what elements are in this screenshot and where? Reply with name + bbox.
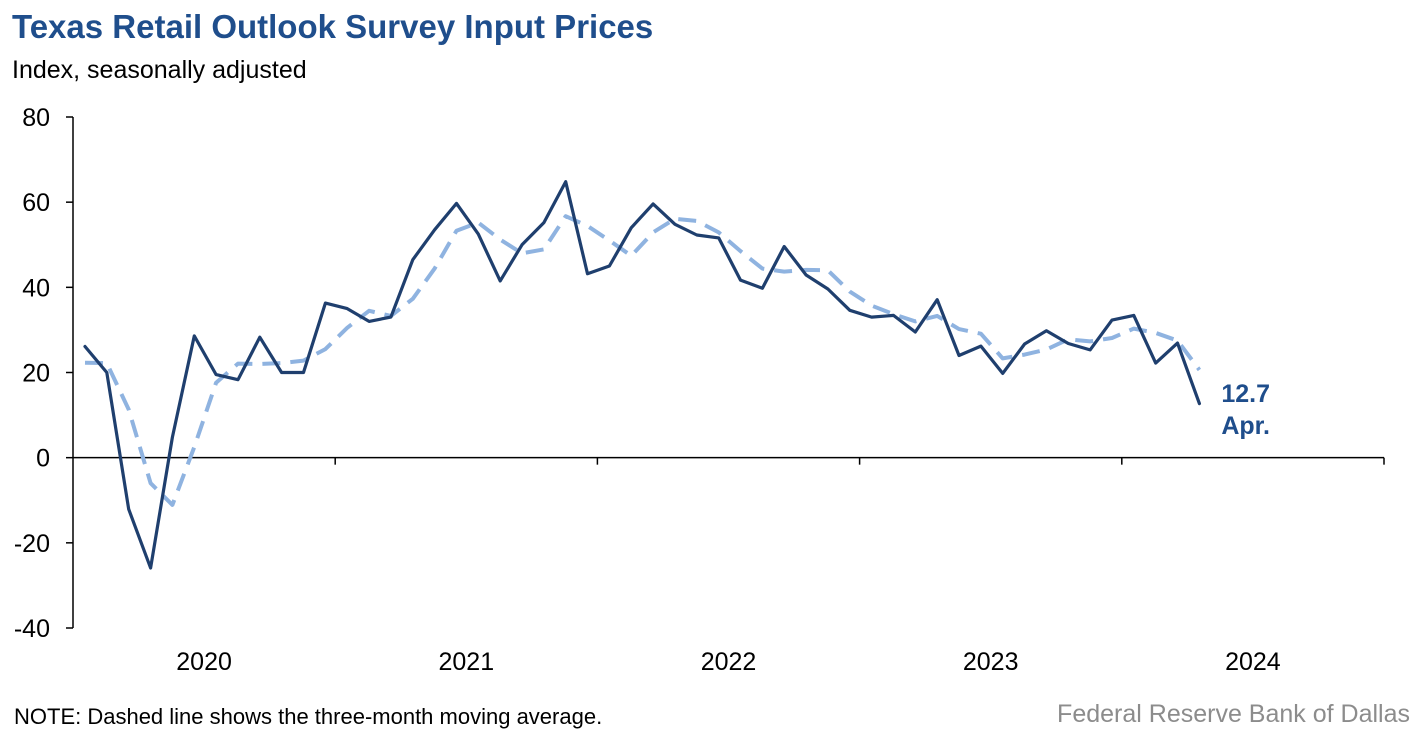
latest-month-label: Apr. (1221, 412, 1270, 440)
latest-value-label: 12.7 (1221, 380, 1270, 408)
y-tick-label: -40 (14, 615, 50, 643)
y-tick-label: 60 (22, 189, 50, 217)
x-tick-label: 2021 (438, 648, 494, 676)
y-tick-label: 20 (22, 360, 50, 388)
y-tick-label: 80 (22, 104, 50, 132)
y-tick-label: -20 (14, 530, 50, 558)
x-tick-label: 2022 (701, 648, 757, 676)
chart-axes: -40 -20 0 20 40 60 80 2020 2021 2022 2023 2024 (14, 104, 1385, 676)
x-tick-label: 2024 (1225, 648, 1281, 676)
input-prices-line (83, 180, 1202, 570)
moving-average-line (84, 214, 1202, 507)
x-tick-label: 2023 (963, 648, 1019, 676)
chart-series (83, 180, 1202, 570)
chart-title: Texas Retail Outlook Survey Input Prices (12, 8, 654, 45)
chart-labels: 12.7 Apr. (1221, 380, 1270, 440)
x-tick-label: 2020 (176, 648, 232, 676)
chart-subtitle: Index, seasonally adjusted (12, 56, 307, 84)
y-tick-label: 40 (22, 274, 50, 302)
chart-note: NOTE: Dashed line shows the three-month … (14, 704, 603, 729)
source-credit: Federal Reserve Bank of Dallas (1057, 700, 1410, 728)
y-tick-label: 0 (36, 445, 50, 473)
